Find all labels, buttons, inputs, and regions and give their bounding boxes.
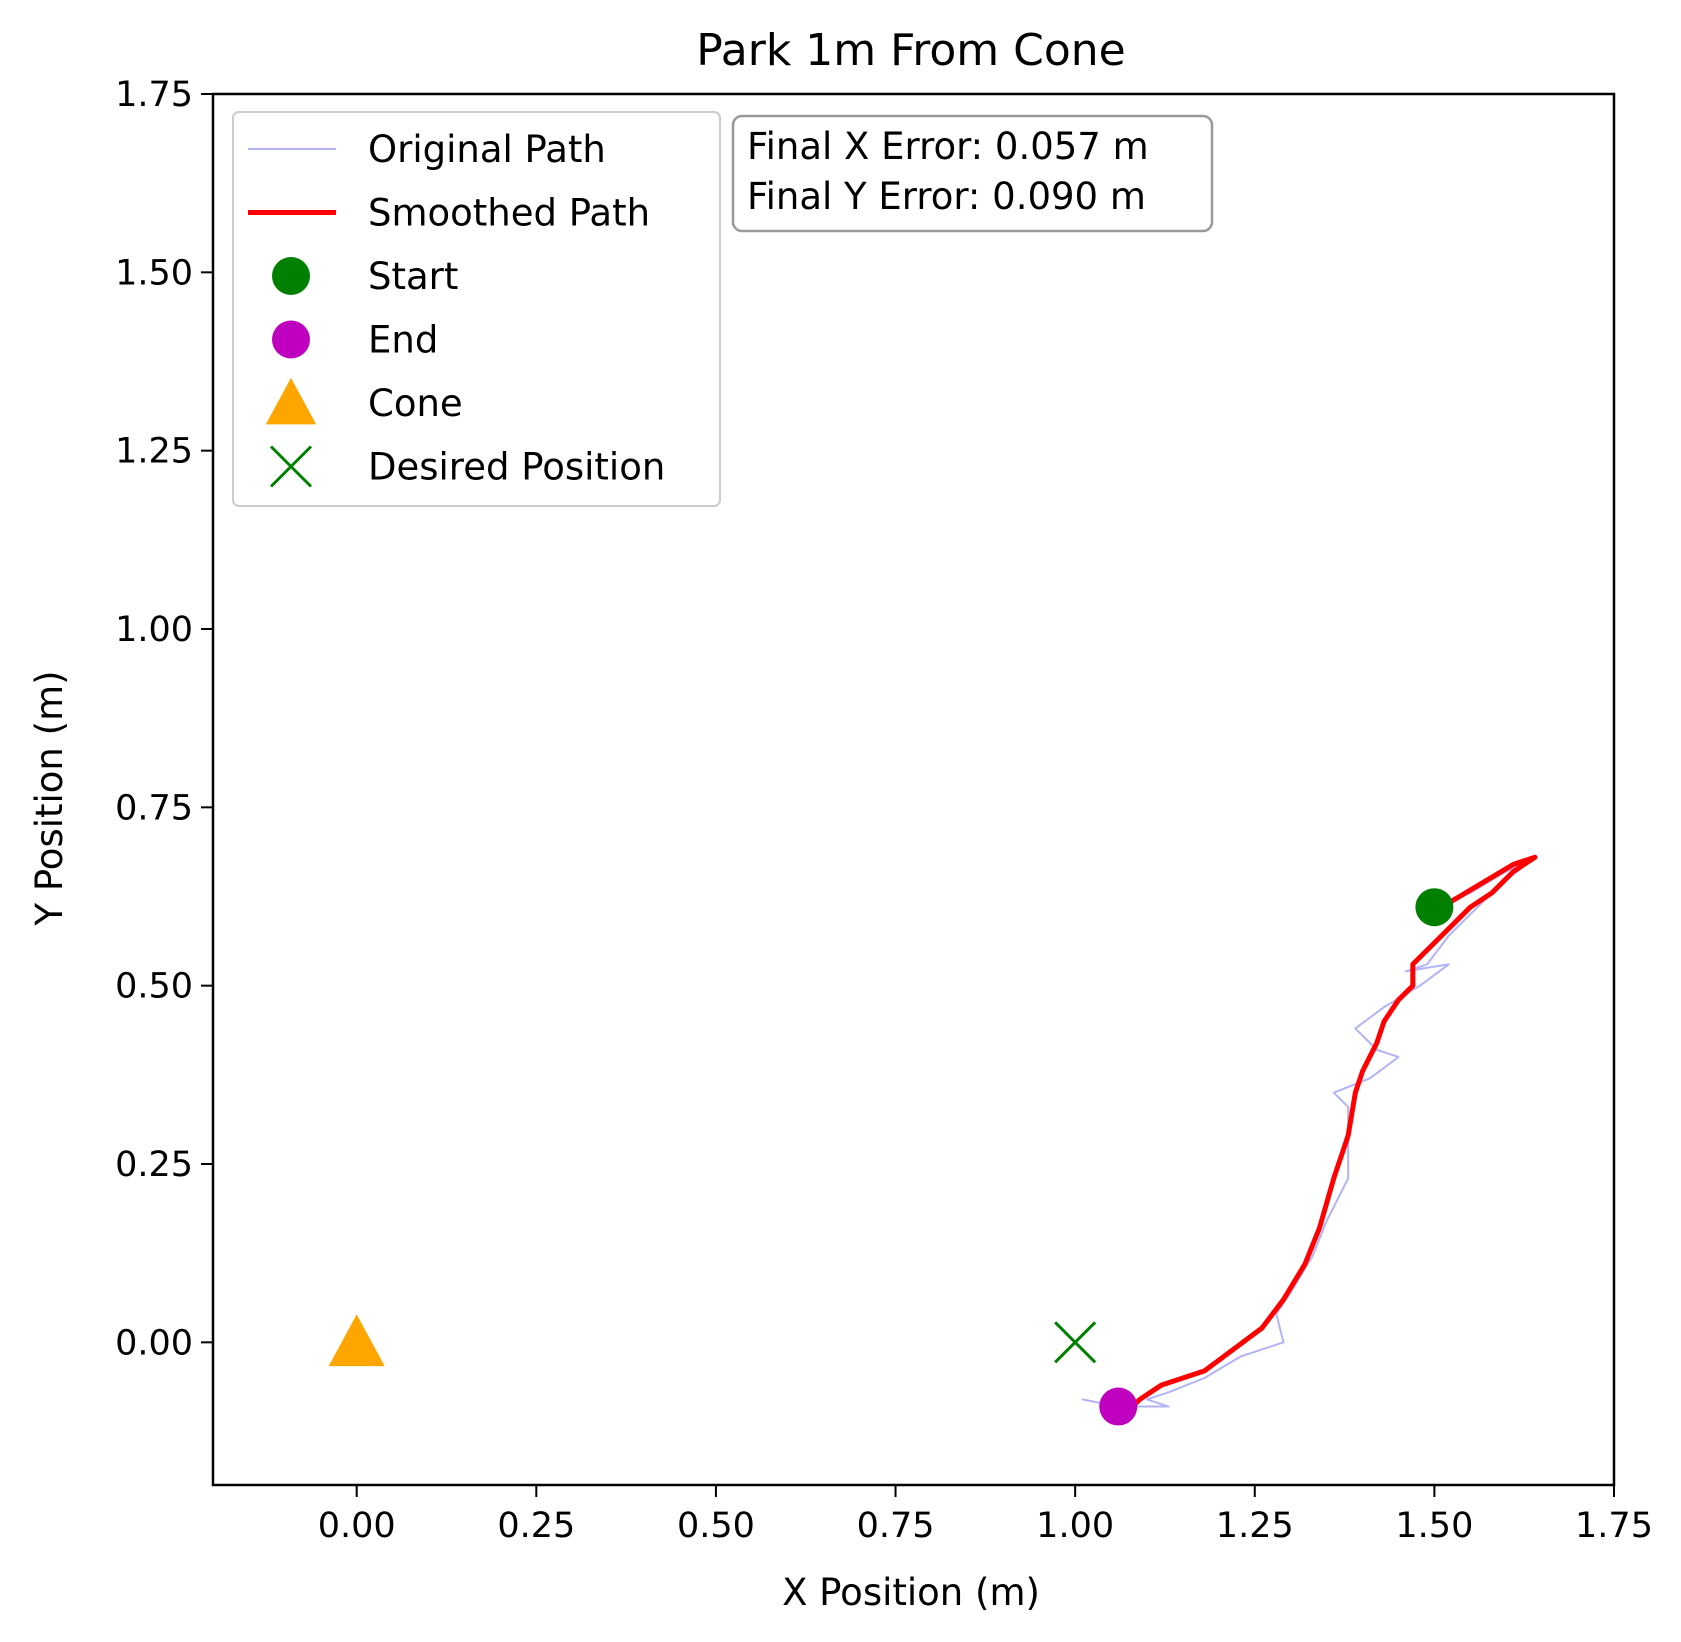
start-marker (1415, 888, 1454, 927)
error-annotation-box: Final X Error: 0.057 m Final Y Error: 0.0… (731, 114, 1214, 233)
cone-marker (328, 1314, 385, 1367)
y-tick-label: 1.50 (115, 253, 193, 293)
x-tick-label: 0.75 (857, 1506, 935, 1546)
plot-area-frame (211, 92, 1616, 1487)
y-axis-label: Y Position (m) (28, 670, 71, 926)
x-tick-label: 0.25 (497, 1506, 575, 1546)
axis-ticks: 0.00 0.25 0.50 0.75 1.00 1.25 1.50 1.75 0.00 0.25… (115, 75, 1653, 1546)
y-tick-label: 1.00 (115, 610, 193, 650)
y-tick-label: 0.25 (115, 1145, 193, 1185)
x-tick-label: 1.75 (1575, 1506, 1653, 1546)
legend-swatch-end (272, 320, 310, 359)
x-tick-label: 0.00 (318, 1506, 396, 1546)
legend-swatch-cone (265, 377, 317, 425)
data-series (328, 854, 1538, 1426)
annotation-line: Final X Error: 0.057 m (747, 125, 1149, 168)
x-tick-label: 1.50 (1395, 1506, 1473, 1546)
legend-label-original-path: Original Path (368, 128, 606, 171)
smoothed-path-line (1130, 854, 1538, 1409)
legend-label-desired-position: Desired Position (368, 446, 665, 489)
original-path-line (1081, 856, 1536, 1408)
end-marker (1099, 1387, 1138, 1426)
x-axis-label: X Position (m) (782, 1571, 1040, 1614)
x-tick-label: 1.00 (1036, 1506, 1114, 1546)
y-tick-label: 0.75 (115, 788, 193, 828)
legend-label-smoothed-path: Smoothed Path (368, 192, 650, 235)
chart-title: Park 1m From Cone (696, 25, 1126, 76)
x-tick-label: 1.25 (1216, 1506, 1294, 1546)
desired-position-marker (1054, 1321, 1097, 1364)
legend: Original Path Smoothed Path Start End Cone De… (232, 111, 721, 507)
y-tick-label: 1.25 (115, 432, 193, 472)
legend-swatch-start (272, 257, 310, 295)
annotation-line: Final Y Error: 0.090 m (747, 175, 1146, 218)
y-tick-label: 1.75 (115, 75, 193, 115)
legend-frame (232, 111, 721, 507)
legend-swatch-desired-position (269, 445, 313, 488)
legend-label-start: Start (368, 255, 458, 298)
x-tick-label: 0.50 (677, 1506, 755, 1546)
legend-label-end: End (368, 319, 438, 362)
y-tick-label: 0.50 (115, 967, 193, 1007)
legend-label-cone: Cone (368, 382, 463, 425)
annotation-frame (731, 114, 1214, 233)
y-tick-label: 0.00 (115, 1323, 193, 1363)
